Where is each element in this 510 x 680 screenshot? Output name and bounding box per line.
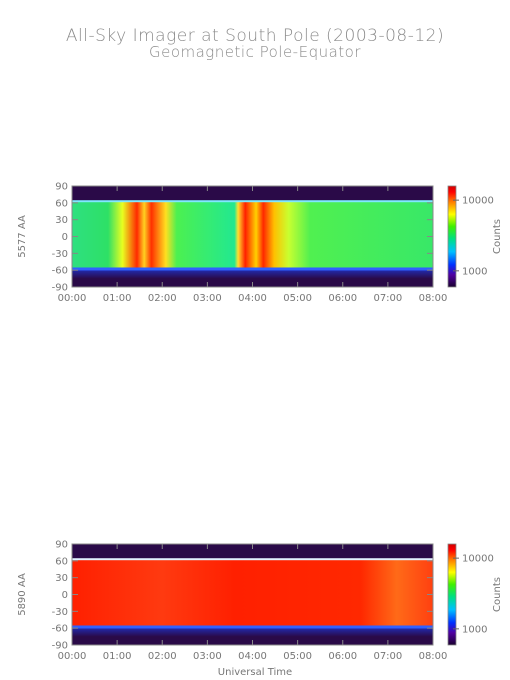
- x-tick-label: 00:00: [58, 651, 87, 662]
- x-tick-label: 06:00: [328, 651, 357, 662]
- x-tick-label: 02:00: [148, 651, 177, 662]
- x-tick-label: 07:00: [373, 651, 402, 662]
- x-tick-label: 08:00: [419, 651, 448, 662]
- x-axis-label: Universal Time: [217, 667, 293, 678]
- y-tick-label: -60: [52, 624, 68, 635]
- chart-title: All-Sky Imager at South Pole (2003-08-12…: [65, 26, 445, 46]
- y-axis-label: 5577 AA: [17, 215, 28, 258]
- y-tick-label: -30: [52, 607, 68, 618]
- colorbar: [447, 185, 457, 288]
- field-of-view: [72, 201, 433, 269]
- x-tick-label: 03:00: [193, 293, 222, 304]
- colorbar: [447, 543, 457, 646]
- x-tick-label: 05:00: [283, 293, 312, 304]
- chart-subtitle: Geomagnetic Pole-Equator: [148, 43, 362, 61]
- x-tick-label: 05:00: [283, 651, 312, 662]
- lower-band: [72, 268, 433, 279]
- x-tick-label: 01:00: [103, 651, 132, 662]
- y-tick-label: 90: [55, 540, 68, 551]
- x-tick-label: 08:00: [419, 293, 448, 304]
- x-tick-label: 06:00: [328, 293, 357, 304]
- x-tick-label: 04:00: [238, 651, 267, 662]
- field-edge-bottom: [72, 625, 433, 629]
- y-tick-label: -90: [52, 641, 68, 652]
- y-tick-label: 90: [55, 182, 68, 193]
- y-tick-label: 0: [62, 232, 68, 243]
- y-tick-label: 0: [62, 590, 68, 601]
- y-tick-label: 60: [55, 198, 68, 209]
- colorbar-tick-label: 1000: [462, 624, 487, 635]
- field-edge-top: [72, 200, 433, 203]
- x-tick-label: 07:00: [373, 293, 402, 304]
- x-tick-label: 00:00: [58, 293, 87, 304]
- x-tick-label: 02:00: [148, 293, 177, 304]
- y-tick-label: 60: [55, 556, 68, 567]
- field-edge-bottom: [72, 267, 433, 271]
- x-tick-label: 03:00: [193, 651, 222, 662]
- colorbar-label: Counts: [492, 577, 503, 612]
- y-tick-label: 30: [55, 573, 68, 584]
- y-tick-label: -60: [52, 266, 68, 277]
- colorbar-tick-label: 10000: [462, 554, 494, 565]
- y-tick-label: -30: [52, 249, 68, 260]
- colorbar-tick-label: 10000: [462, 196, 494, 207]
- y-axis-label: 5890 AA: [17, 573, 28, 616]
- field-of-view: [72, 559, 433, 627]
- y-tick-label: -90: [52, 283, 68, 294]
- x-tick-label: 01:00: [103, 293, 132, 304]
- y-tick-label: 30: [55, 215, 68, 226]
- field-edge-top: [72, 558, 433, 561]
- colorbar-label: Counts: [492, 219, 503, 254]
- lower-band: [72, 626, 433, 637]
- x-tick-label: 04:00: [238, 293, 267, 304]
- colorbar-tick-label: 1000: [462, 266, 487, 277]
